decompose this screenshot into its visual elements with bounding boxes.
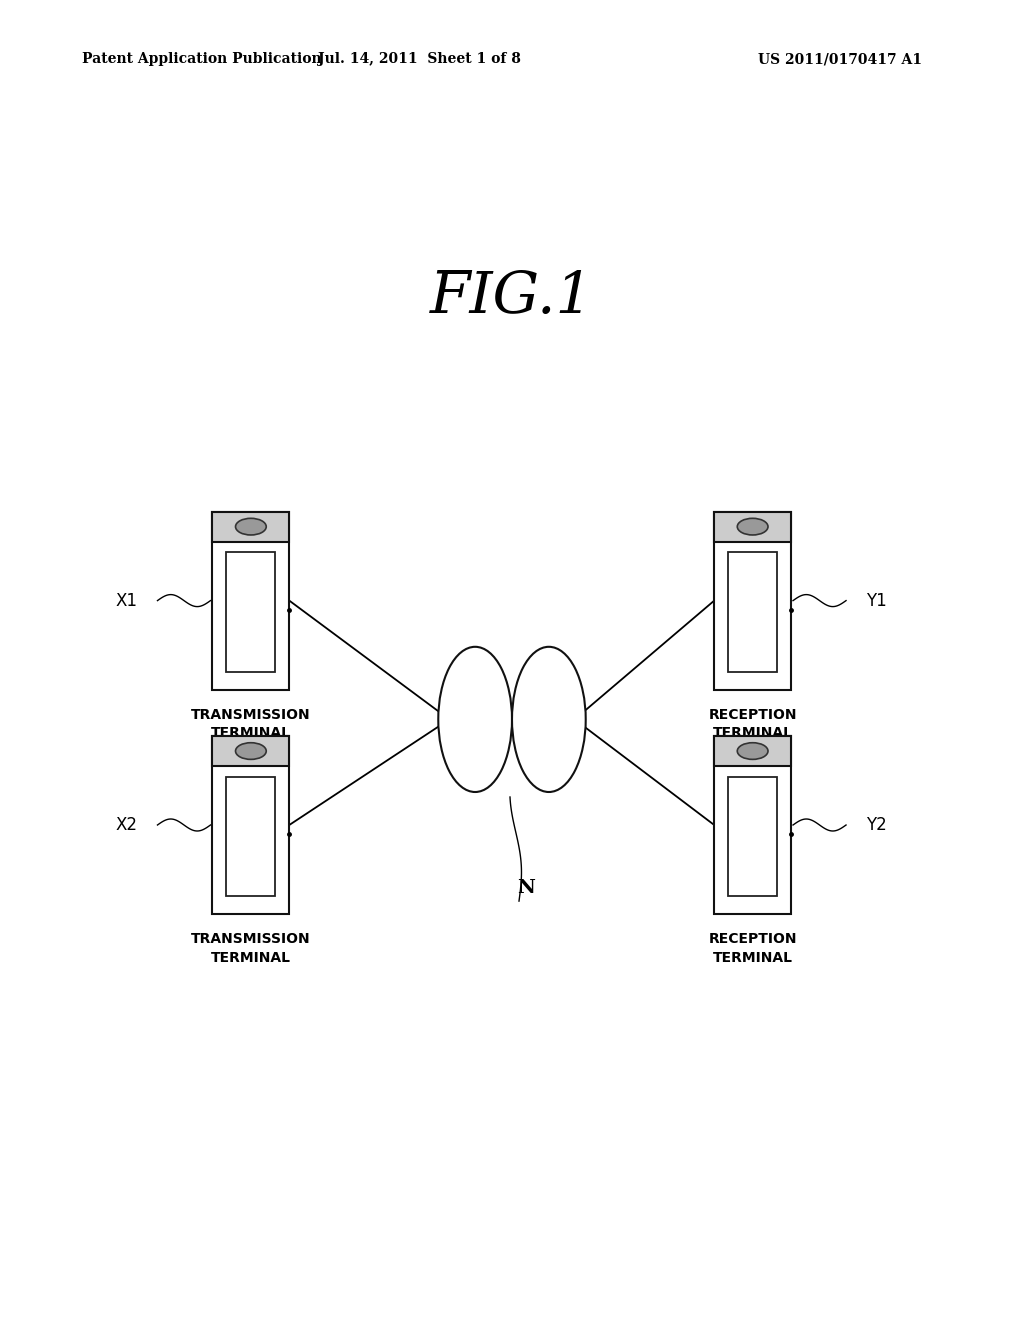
Bar [715, 512, 791, 541]
Text: X1: X1 [116, 591, 137, 610]
Bar [715, 737, 791, 766]
Bar [213, 512, 289, 690]
Text: TRANSMISSION
TERMINAL: TRANSMISSION TERMINAL [191, 708, 310, 741]
Text: RECEPTION
TERMINAL: RECEPTION TERMINAL [709, 708, 797, 741]
Ellipse shape [737, 519, 768, 535]
Bar [715, 737, 791, 766]
Bar [226, 777, 275, 896]
Bar [213, 737, 289, 766]
Bar [213, 512, 289, 541]
Text: Y2: Y2 [866, 816, 887, 834]
Bar [715, 737, 791, 913]
Bar [715, 512, 791, 690]
Ellipse shape [737, 743, 768, 759]
Bar [213, 512, 289, 541]
Text: FIG.1: FIG.1 [430, 269, 594, 325]
Text: Patent Application Publication: Patent Application Publication [82, 53, 322, 66]
Bar [728, 777, 777, 896]
Text: N: N [517, 879, 535, 898]
Text: TRANSMISSION
TERMINAL: TRANSMISSION TERMINAL [191, 932, 310, 965]
Bar [715, 512, 791, 541]
Text: X2: X2 [116, 816, 137, 834]
Ellipse shape [236, 743, 266, 759]
Bar [226, 553, 275, 672]
Ellipse shape [236, 519, 266, 535]
Ellipse shape [512, 647, 586, 792]
Bar [728, 553, 777, 672]
Text: US 2011/0170417 A1: US 2011/0170417 A1 [758, 53, 922, 66]
Text: RECEPTION
TERMINAL: RECEPTION TERMINAL [709, 932, 797, 965]
Ellipse shape [438, 647, 512, 792]
Text: Jul. 14, 2011  Sheet 1 of 8: Jul. 14, 2011 Sheet 1 of 8 [318, 53, 521, 66]
Text: Y1: Y1 [866, 591, 887, 610]
Bar [213, 737, 289, 766]
Bar [213, 737, 289, 913]
